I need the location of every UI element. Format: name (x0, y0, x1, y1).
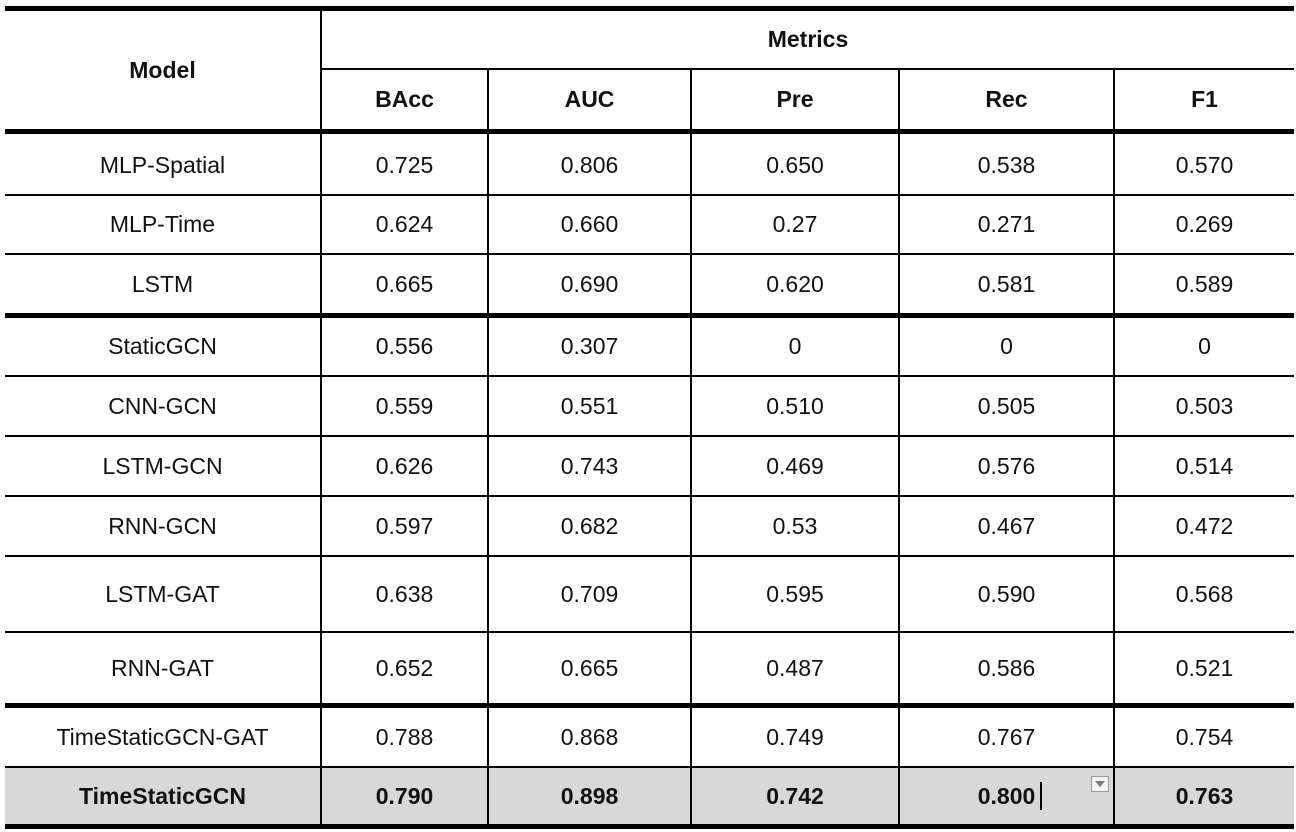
row-divider (5, 375, 1294, 377)
row-divider (5, 495, 1294, 497)
metric-cell-rec: 0.576 (977, 452, 1036, 479)
metric-cell-auc: 0.709 (560, 580, 619, 607)
row-divider (5, 766, 1294, 768)
top-rule (5, 6, 1294, 11)
row-model-name: LSTM-GAT (105, 580, 220, 607)
metric-cell-f1: 0.570 (1175, 151, 1234, 178)
column-divider (690, 68, 692, 826)
metric-cell-bacc: 0.597 (375, 512, 434, 539)
metric-cell-bacc: 0.626 (375, 452, 434, 479)
metric-cell-rec: 0.538 (977, 151, 1036, 178)
metric-cell-auc: 0.682 (560, 512, 619, 539)
metric-cell-pre: 0.487 (766, 654, 824, 681)
column-divider (487, 68, 489, 826)
row-model-name: LSTM-GCN (102, 452, 223, 479)
metric-cell-bacc: 0.556 (375, 333, 434, 359)
row-divider (5, 253, 1294, 255)
metric-cell-rec: 0 (1000, 333, 1013, 359)
metric-cell-pre: 0.749 (766, 723, 824, 750)
chevron-down-icon[interactable] (1091, 776, 1109, 792)
group-divider (5, 313, 1294, 318)
metric-cell-rec: 0.505 (977, 392, 1036, 419)
metric-cell-auc: 0.665 (560, 654, 619, 681)
row-model-name: RNN-GAT (110, 654, 215, 681)
metric-cell-pre: 0.510 (766, 392, 824, 419)
metric-cell-f1: 0.521 (1175, 654, 1234, 681)
metric-cell-pre: 0 (788, 333, 802, 359)
metric-cell-auc: 0.806 (560, 151, 619, 178)
metric-cell-auc: 0.307 (560, 333, 619, 359)
row-divider (5, 631, 1294, 633)
column-header-rec: Rec (985, 86, 1028, 112)
metric-cell-bacc: 0.559 (375, 392, 434, 419)
column-divider (320, 10, 322, 826)
metric-cell-pre: 0.650 (766, 151, 824, 178)
column-header-auc: AUC (564, 86, 615, 112)
row-model-name: TimeStaticGCN-GAT (56, 723, 269, 750)
highlight-row-background (5, 768, 1294, 825)
group-divider (5, 703, 1294, 708)
metric-cell-rec: 0.586 (977, 654, 1036, 681)
metric-cell-auc: 0.551 (560, 392, 619, 419)
header-bottom-rule (5, 129, 1294, 134)
metric-cell-bacc: 0.624 (375, 211, 434, 237)
metric-cell-auc: 0.743 (560, 452, 619, 479)
metric-cell-f1: 0.568 (1175, 580, 1234, 607)
metric-cell-f1: 0.763 (1175, 782, 1234, 809)
row-divider (5, 435, 1294, 437)
metric-cell-f1: 0.514 (1175, 452, 1234, 479)
metric-cell-f1: 0.503 (1175, 392, 1234, 419)
metric-cell-f1: 0 (1198, 333, 1211, 359)
metric-cell-pre: 0.53 (772, 512, 818, 539)
text-cursor (1040, 782, 1042, 810)
header-model: Model (129, 56, 196, 83)
metric-cell-bacc: 0.725 (375, 151, 434, 178)
metric-cell-auc: 0.868 (560, 723, 619, 750)
metric-cell-pre: 0.27 (772, 211, 818, 237)
column-header-f1: F1 (1191, 86, 1218, 112)
metric-cell-f1: 0.269 (1175, 211, 1234, 237)
metric-cell-pre: 0.742 (766, 782, 824, 809)
metric-cell-f1: 0.589 (1175, 270, 1234, 297)
row-model-name: MLP-Spatial (99, 151, 226, 178)
row-divider (5, 194, 1294, 196)
header-metrics: Metrics (767, 26, 849, 52)
metric-cell-auc: 0.690 (560, 270, 619, 297)
metric-cell-bacc: 0.652 (375, 654, 434, 681)
column-divider (1113, 68, 1115, 826)
metric-cell-rec: 0.800 (977, 782, 1036, 809)
metric-cell-bacc: 0.790 (375, 782, 434, 809)
column-header-bacc: BAcc (375, 86, 434, 112)
metric-cell-f1: 0.472 (1175, 512, 1234, 539)
row-model-name: RNN-GCN (108, 512, 217, 539)
metric-cell-bacc: 0.788 (375, 723, 434, 750)
metric-cell-auc: 0.660 (560, 211, 619, 237)
bottom-rule (5, 824, 1294, 829)
row-model-name: MLP-Time (109, 211, 216, 237)
metric-cell-pre: 0.469 (766, 452, 824, 479)
row-model-name: CNN-GCN (108, 392, 217, 419)
row-model-name: StaticGCN (108, 333, 217, 359)
metric-cell-pre: 0.620 (766, 270, 824, 297)
metric-cell-bacc: 0.665 (375, 270, 434, 297)
metric-cell-rec: 0.467 (977, 512, 1036, 539)
metric-cell-bacc: 0.638 (375, 580, 434, 607)
metric-cell-auc: 0.898 (560, 782, 619, 809)
metrics-underline (322, 68, 1294, 70)
metric-cell-rec: 0.271 (977, 211, 1036, 237)
row-model-name: TimeStaticGCN (78, 782, 246, 809)
metric-cell-f1: 0.754 (1175, 723, 1234, 750)
row-divider (5, 555, 1294, 557)
metric-cell-pre: 0.595 (766, 580, 824, 607)
column-divider (898, 68, 900, 826)
metric-cell-rec: 0.581 (977, 270, 1036, 297)
metric-cell-rec: 0.590 (977, 580, 1036, 607)
row-model-name: LSTM (131, 270, 194, 297)
metric-cell-rec: 0.767 (977, 723, 1036, 750)
column-header-pre: Pre (776, 86, 814, 112)
